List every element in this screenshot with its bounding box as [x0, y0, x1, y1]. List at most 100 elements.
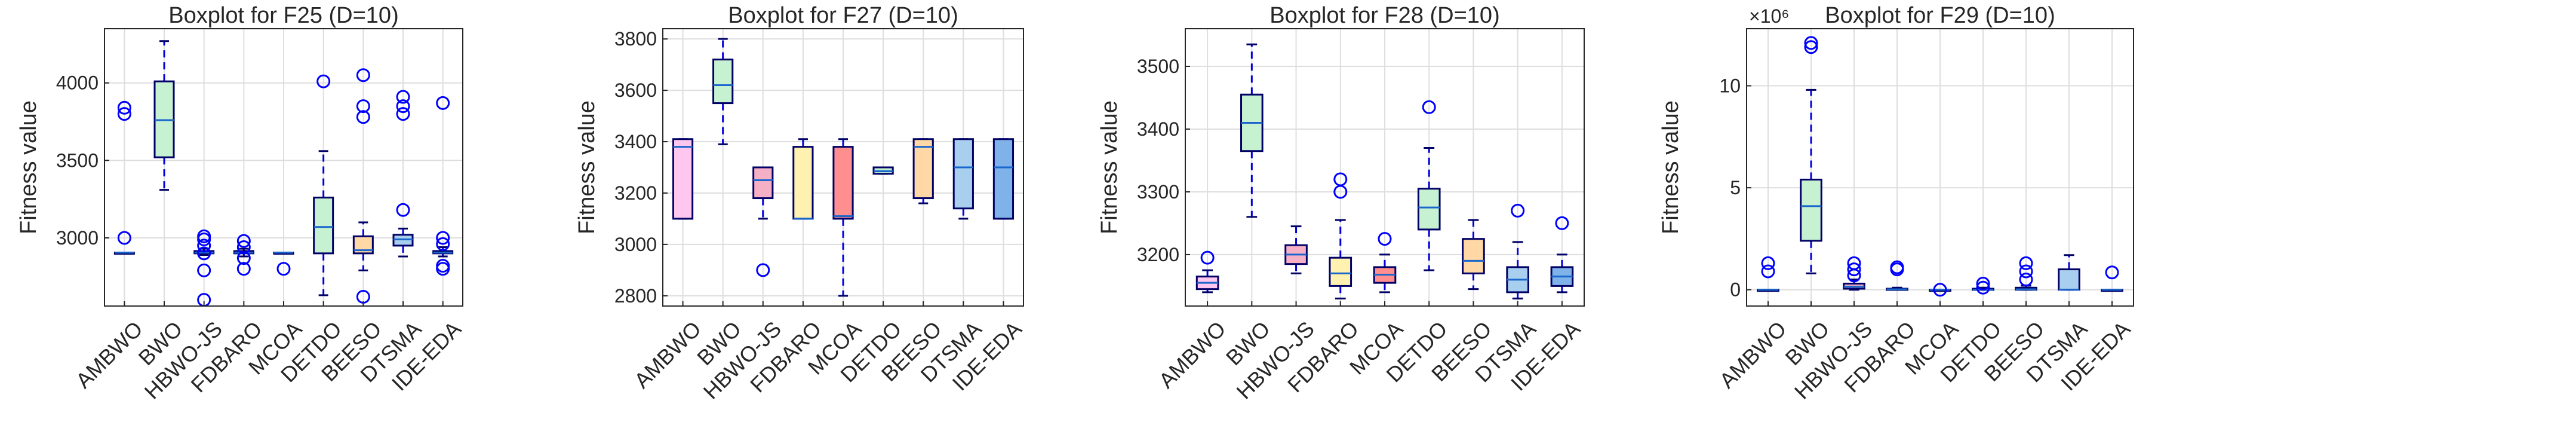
box-beeso: [1462, 219, 1485, 290]
outlier-point: [356, 68, 370, 82]
outlier-point: [396, 203, 410, 217]
box-mcoa: [1373, 232, 1397, 293]
box-body: [1800, 178, 1822, 242]
y-tick-label: 3500: [1137, 56, 1179, 77]
x-tick-label: AMBWO: [1714, 316, 1791, 393]
y-tick-label: 3400: [1137, 118, 1179, 140]
box-mcoa: [832, 138, 854, 297]
outlier-point: [117, 107, 131, 121]
y-tick-label: 3500: [56, 149, 99, 171]
outlier-point: [117, 100, 131, 115]
box-ide-eda: [992, 138, 1015, 220]
chart-title: Boxplot for F27 (D=10): [728, 3, 958, 28]
box-bwo: [1800, 36, 1822, 274]
y-tick-label: 3000: [614, 234, 657, 255]
outlier-point: [356, 99, 370, 114]
box-mcoa: [1929, 283, 1951, 297]
box-body: [952, 138, 974, 210]
outlier-point: [1761, 256, 1775, 270]
y-tick-label: 10: [1719, 75, 1741, 97]
outlier-point: [436, 237, 450, 251]
outlier-point: [2105, 265, 2119, 280]
y-tick-label: 3600: [614, 79, 657, 101]
box-ambwo: [1195, 250, 1219, 293]
box-body: [792, 146, 814, 220]
box-body: [2058, 268, 2080, 291]
outlier-point: [1933, 283, 1947, 297]
box-body: [1462, 238, 1485, 274]
x-tick-label: AMBWO: [1154, 316, 1230, 393]
y-exponent-label: ×10⁶: [1749, 5, 1789, 27]
outlier-point: [356, 110, 370, 124]
box-bwo: [712, 38, 734, 145]
outlier-point: [1804, 36, 1818, 50]
y-tick-label: 3800: [614, 28, 657, 50]
box-beeso: [912, 138, 934, 204]
box-ambwo: [1757, 256, 1779, 292]
box-fdbaro: [1886, 260, 1908, 291]
outlier-point: [236, 262, 251, 276]
outlier-point: [2019, 273, 2033, 287]
outlier-point: [197, 246, 211, 261]
box-hbwo-js: [752, 166, 774, 277]
outlier-point: [2019, 256, 2033, 270]
y-tick-label: 5: [1730, 177, 1741, 198]
chart-title: Boxplot for F28 (D=10): [1269, 3, 1499, 28]
y-tick-label: 3200: [614, 182, 657, 204]
box-body: [672, 138, 694, 220]
box-body: [712, 59, 734, 105]
outlier-point: [436, 259, 450, 273]
outlier-point: [1847, 262, 1861, 277]
chart-title: Boxplot for F25 (D=10): [168, 3, 398, 28]
y-tick-label: 3200: [1137, 244, 1179, 265]
box-bwo: [1240, 43, 1264, 218]
y-axis-label: Fitness value: [1097, 100, 1122, 234]
outlier-point: [756, 263, 770, 277]
y-tick-label: 0: [1730, 279, 1741, 301]
box-fdbaro: [233, 234, 254, 276]
box-beeso: [2015, 256, 2037, 291]
outlier-point: [1976, 280, 1990, 295]
box-body: [992, 138, 1015, 220]
outlier-point: [236, 240, 251, 254]
outlier-point: [1976, 276, 1990, 290]
box-detdo: [1417, 100, 1441, 271]
outlier-point: [1555, 216, 1569, 230]
panel-3: 3200330034003500AMBWOBWOHBWO-JSFDBAROMCO…: [1097, 3, 1585, 404]
outlier-point: [1422, 100, 1436, 114]
y-tick-label: 3400: [614, 131, 657, 152]
box-detdo: [313, 74, 334, 296]
box-detdo: [1972, 276, 1994, 295]
outlier-point: [117, 231, 131, 245]
box-hbwo-js: [1284, 225, 1308, 274]
box-ambwo: [672, 138, 694, 220]
outlier-point: [197, 238, 211, 253]
panel-1: 300035004000AMBWOBWOHBWO-JSFDBAROMCOADET…: [16, 3, 466, 404]
box-body: [1329, 256, 1352, 287]
outlier-point: [236, 234, 251, 248]
box-dtsma: [952, 138, 974, 220]
outlier-point: [436, 96, 450, 110]
y-axis-label: Fitness value: [1658, 100, 1683, 234]
y-tick-label: 4000: [56, 72, 99, 94]
box-body: [912, 138, 934, 200]
outlier-point: [436, 231, 450, 245]
chart-panels: 300035004000AMBWOBWOHBWO-JSFDBAROMCOADET…: [16, 3, 2135, 404]
box-dtsma: [1506, 203, 1529, 299]
y-tick-label: 2800: [614, 285, 657, 307]
panel-4: 0510AMBWOBWOHBWO-JSFDBAROMCOADETDOBEESOD…: [1658, 3, 2135, 404]
outlier-point: [1378, 232, 1392, 246]
box-ide-eda: [432, 96, 454, 276]
outlier-point: [1761, 264, 1775, 279]
chart-title: Boxplot for F29 (D=10): [1825, 3, 2055, 28]
box-ide-eda: [1550, 216, 1574, 293]
box-dtsma: [2058, 254, 2080, 291]
box-fdbaro: [1329, 172, 1352, 299]
outlier-point: [396, 107, 410, 121]
outlier-point: [197, 229, 211, 243]
box-body: [752, 166, 774, 200]
outlier-point: [316, 74, 331, 88]
y-axis-label: Fitness value: [16, 100, 41, 234]
panel-2: 280030003200340036003800AMBWOBWOHBWO-JSF…: [574, 3, 1026, 404]
